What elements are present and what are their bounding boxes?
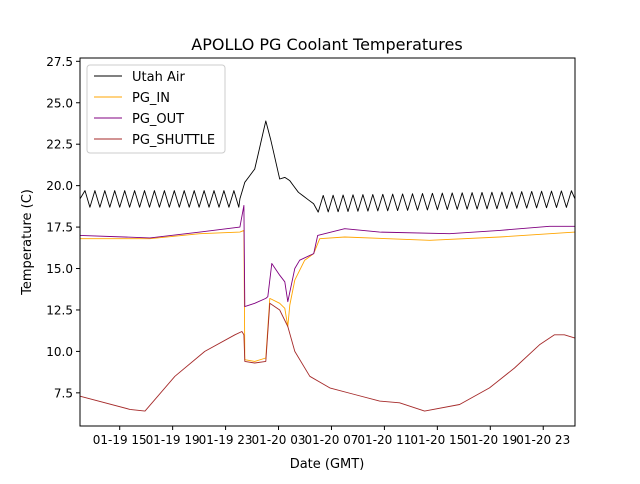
x-tick-label: 01-19 23 [199,433,253,447]
chart-title: APOLLO PG Coolant Temperatures [191,35,462,54]
plot-frame [79,57,576,427]
x-axis-label: Date (GMT) [290,457,365,472]
legend-label: PG_OUT [132,112,184,127]
series-line-utah-air [79,120,576,213]
x-tick-label: 01-20 23 [516,433,570,447]
legend-box [86,64,226,154]
x-tick-label: 01-19 19 [146,433,200,447]
x-tick-label: 01-20 03 [252,433,306,447]
y-axis: 7.5 10.0 12.5 15.0 17.5 20.0 22.5 25.0 27.5 [46,55,80,400]
y-tick-label: 7.5 [54,386,73,400]
series-line-pg-in [80,229,576,362]
y-axis-label: Temperature (C) [20,189,35,296]
legend-label: Utah Air [132,70,185,85]
x-tick-label: 01-19 15 [93,433,147,447]
y-tick-label: 10.0 [46,345,73,359]
y-tick-label: 15.0 [46,262,73,276]
series-line-pg-out [79,205,575,308]
x-tick-label: 01-20 15 [410,433,464,447]
y-tick-label: 25.0 [46,96,73,110]
y-tick-label: 22.5 [46,138,73,152]
plot-lines [79,120,576,412]
x-tick-label: 01-20 11 [357,433,411,447]
legend: Utah Air PG_IN PG_OUT PG_SHUTTLE [86,64,226,154]
x-tick-label: 01-20 19 [463,433,517,447]
y-tick-label: 17.5 [46,221,73,235]
legend-label: PG_IN [132,91,170,106]
y-tick-label: 20.0 [46,179,73,193]
series-line-pg-shuttle [79,302,576,412]
legend-label: PG_SHUTTLE [132,133,215,148]
x-tick-label: 01-20 07 [304,433,358,447]
y-tick-label: 27.5 [46,55,73,69]
y-tick-label: 12.5 [46,303,73,317]
